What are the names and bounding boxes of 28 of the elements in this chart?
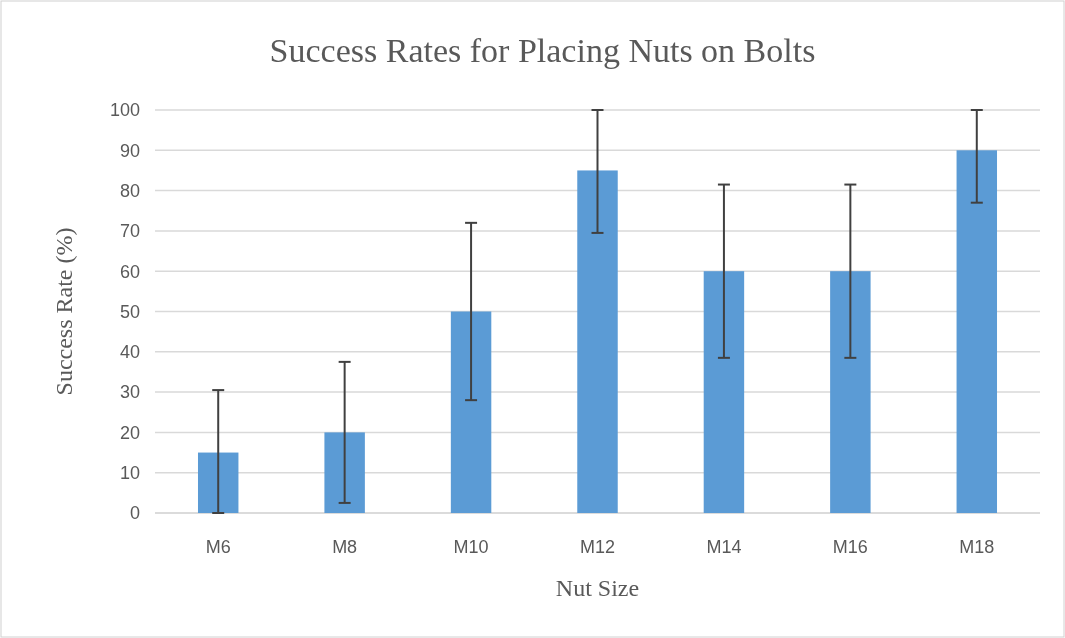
- y-tick-label: 90: [119, 140, 140, 161]
- bar: [830, 271, 871, 513]
- x-axis-title: Nut Size: [555, 575, 640, 601]
- x-tick-label: M14: [706, 537, 742, 557]
- y-tick-label: 60: [119, 261, 140, 282]
- bar: [324, 432, 365, 513]
- x-tick-label: M8: [332, 537, 358, 557]
- y-tick-label: 10: [119, 463, 140, 483]
- x-tick-label: M12: [579, 537, 616, 557]
- bar: [197, 452, 239, 513]
- x-tick-label: M10: [453, 537, 489, 557]
- bar: [450, 311, 492, 513]
- x-tick-label: M6: [205, 537, 231, 557]
- x-tick-label: M16: [832, 537, 868, 557]
- bar: [703, 271, 745, 513]
- y-tick-label: 50: [119, 301, 140, 322]
- bar: [577, 170, 618, 513]
- y-tick-label: 20: [119, 422, 140, 443]
- chart-title: Success Rates for Placing Nuts on Bolts: [269, 32, 816, 69]
- x-tick-label: M18: [959, 537, 995, 557]
- bar: [956, 150, 998, 513]
- y-axis-title: Success Rate (%): [51, 227, 77, 396]
- y-tick-label: 70: [119, 221, 140, 242]
- y-tick-label: 30: [119, 382, 140, 403]
- y-tick-label: 0: [129, 503, 140, 524]
- y-tick-label: 100: [109, 100, 140, 121]
- y-tick-label: 80: [119, 180, 140, 201]
- y-tick-label: 40: [119, 342, 140, 363]
